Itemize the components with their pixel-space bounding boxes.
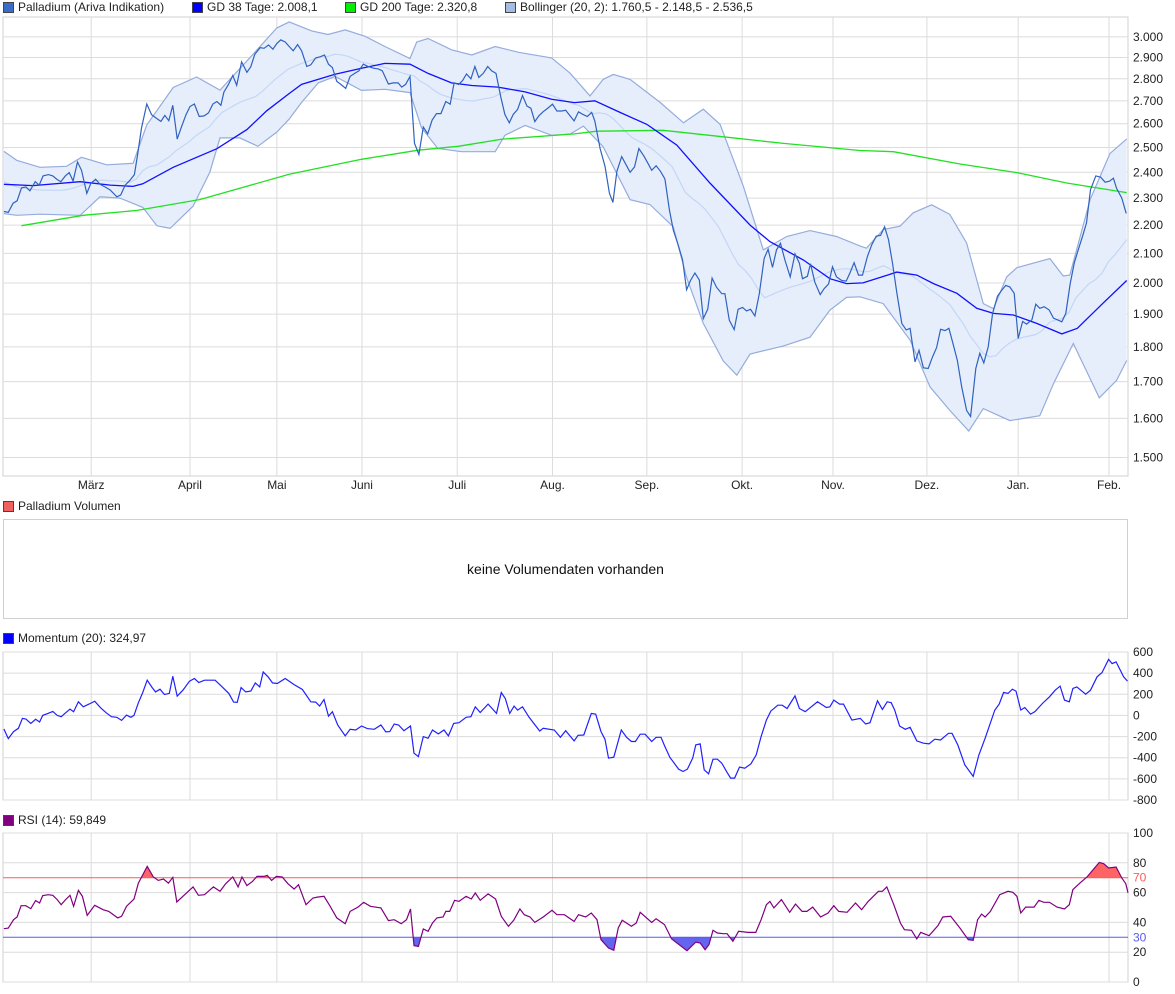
legend-gd200-swatch	[345, 1, 356, 13]
legend-gd200: GD 200 Tage: 2.320,8	[345, 0, 477, 14]
momentum-y-tick-label: 400	[1133, 666, 1153, 680]
bollinger-band-fill	[3, 21, 1127, 432]
legend-momentum: Momentum (20): 324,97	[3, 631, 146, 645]
legend-price-swatch	[3, 1, 14, 13]
price-y-tick-label: 2.100	[1133, 246, 1163, 260]
legend-rsi-label: RSI (14): 59,849	[18, 813, 107, 827]
x-tick-label-month: Juli	[448, 478, 466, 492]
volume-empty-message: keine Volumendaten vorhanden	[467, 561, 664, 577]
momentum-line	[3, 658, 1128, 779]
price-y-tick-label: 2.000	[1133, 276, 1163, 290]
rsi-line	[3, 861, 1129, 952]
momentum-y-tick-label: -800	[1133, 793, 1157, 807]
x-tick-label-month: Mai	[267, 478, 286, 492]
rsi-plot-area	[2, 832, 1129, 983]
price-y-tick-label: 1.600	[1133, 411, 1163, 425]
momentum-y-tick-label: 200	[1133, 687, 1153, 701]
rsi-y-tick-label: 100	[1133, 826, 1153, 840]
price-y-tick-label: 2.200	[1133, 218, 1163, 232]
x-tick-label-month: Dez.	[915, 478, 940, 492]
legend-momentum-label: Momentum (20): 324,97	[18, 631, 147, 645]
legend-bollinger-swatch	[505, 1, 516, 13]
price-y-tick-label: 2.400	[1133, 165, 1163, 179]
price-y-tick-label: 2.700	[1133, 94, 1163, 108]
legend-bollinger: Bollinger (20, 2): 1.760,5 - 2.148,5 - 2…	[505, 0, 753, 14]
x-tick-label-month: Juni	[351, 478, 373, 492]
rsi-70-label: 70	[1133, 871, 1147, 885]
x-tick-label-month: März	[78, 478, 105, 492]
rsi-y-tick-label: 60	[1133, 886, 1147, 900]
legend-price-label: Palladium (Ariva Indikation)	[18, 0, 165, 14]
x-tick-label-month: April	[178, 478, 202, 492]
legend-gd38-label: GD 38 Tage: 2.008,1	[207, 0, 318, 14]
x-tick-label-month: Nov.	[821, 478, 845, 492]
legend-rsi: RSI (14): 59,849	[3, 813, 106, 827]
legend-gd38-swatch	[192, 1, 203, 13]
legend-volume: Palladium Volumen	[3, 499, 121, 513]
legend-volume-label: Palladium Volumen	[18, 499, 121, 513]
gd38-line	[3, 62, 1128, 335]
rsi-y-tick-label: 20	[1133, 945, 1147, 959]
price-y-tick-label: 1.900	[1133, 307, 1163, 321]
x-tick-label-month: Sep.	[635, 478, 660, 492]
rsi-y-tick-label: 0	[1133, 975, 1140, 989]
price-y-tick-label: 3.000	[1133, 30, 1163, 44]
price-y-tick-label: 1.700	[1133, 375, 1163, 389]
legend-momentum-swatch	[3, 632, 14, 644]
rsi-y-tick-label: 40	[1133, 915, 1147, 929]
volume-panel: keine Volumendaten vorhanden	[3, 519, 1128, 619]
bollinger-upper-line	[3, 21, 1128, 310]
momentum-y-tick-label: 600	[1133, 645, 1153, 659]
price-y-tick-label: 2.500	[1133, 141, 1163, 155]
legend-gd38: GD 38 Tage: 2.008,1	[192, 0, 318, 14]
legend-gd200-label: GD 200 Tage: 2.320,8	[360, 0, 478, 14]
momentum-plot-area	[2, 651, 1129, 801]
legend-rsi-swatch	[3, 814, 14, 826]
rsi-30-label: 30	[1133, 930, 1147, 944]
x-tick-label-month: Feb.	[1097, 478, 1121, 492]
price-y-tick-label: 2.600	[1133, 117, 1163, 131]
x-tick-label-month: Jan.	[1007, 478, 1030, 492]
gd200-line	[21, 129, 1127, 227]
rsi-y-tick-label: 80	[1133, 856, 1147, 870]
x-tick-label-month: Okt.	[731, 478, 753, 492]
momentum-y-tick-label: -400	[1133, 751, 1157, 765]
legend-volume-swatch	[3, 500, 14, 512]
price-y-tick-label: 2.900	[1133, 50, 1163, 64]
price-y-tick-label: 2.800	[1133, 72, 1163, 86]
momentum-y-tick-label: -600	[1133, 772, 1157, 786]
x-tick-label-month: Aug.	[540, 478, 565, 492]
momentum-y-tick-label: -200	[1133, 730, 1157, 744]
momentum-y-tick-label: 0	[1133, 708, 1140, 722]
price-y-tick-label: 1.800	[1133, 340, 1163, 354]
price-y-tick-label: 2.300	[1133, 191, 1163, 205]
price-line	[3, 39, 1127, 419]
legend-price: Palladium (Ariva Indikation)	[3, 0, 164, 14]
price-y-tick-label: 1.500	[1133, 451, 1163, 465]
legend-bollinger-label: Bollinger (20, 2): 1.760,5 - 2.148,5 - 2…	[520, 0, 753, 14]
